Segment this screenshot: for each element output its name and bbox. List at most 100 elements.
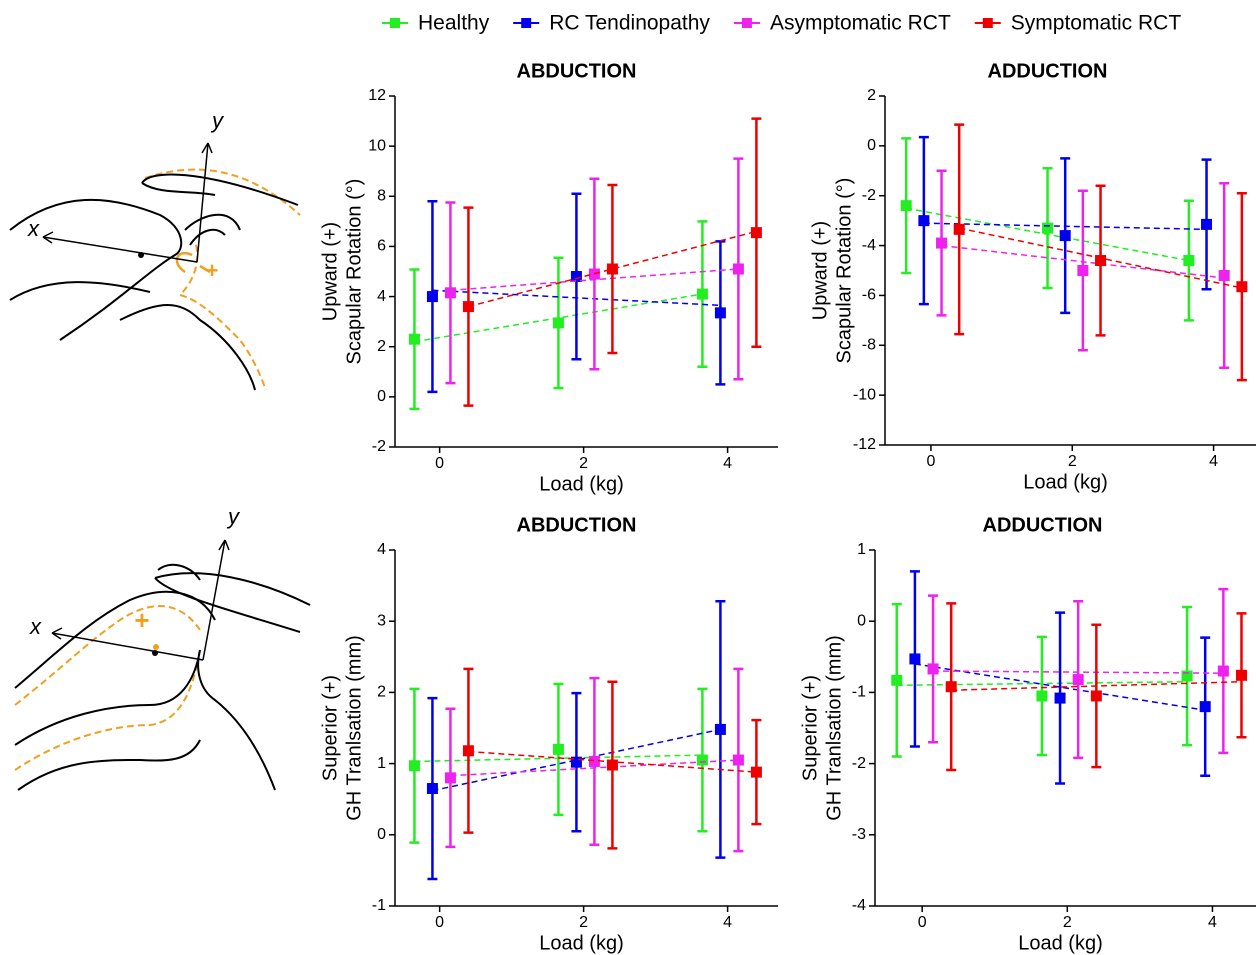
data-point [426, 783, 438, 795]
chart-title: ADDUCTION [988, 60, 1108, 82]
x-axis-label: Load (kg) [539, 932, 624, 954]
axis-letter: x [29, 614, 42, 639]
y-tick-label: 0 [377, 826, 386, 843]
trend-line [432, 728, 721, 792]
data-point [1235, 669, 1247, 681]
y-tick-label: -2 [852, 755, 866, 772]
svg-text:+: + [206, 258, 219, 283]
chart-title: ABDUCTION [517, 60, 637, 82]
data-point [1042, 222, 1054, 234]
diagram-bottom: + x y [14, 504, 311, 791]
data-point [444, 772, 456, 784]
data-point [918, 215, 930, 227]
data-point [444, 287, 456, 299]
data-point [1077, 265, 1089, 276]
x-tick-label: 2 [1063, 914, 1072, 931]
legend-swatch [521, 18, 532, 28]
y-axis-label: Superior (+) [799, 675, 821, 781]
legend-label: Asymptomatic RCT [770, 12, 951, 35]
y-tick-label: -12 [853, 436, 876, 453]
data-point [1095, 255, 1107, 267]
data-point [606, 759, 618, 771]
y-tick-label: -1 [372, 897, 386, 914]
y-tick-label: 0 [857, 612, 866, 629]
data-point [1059, 230, 1071, 242]
y-axis-label: Upward (+) [319, 222, 341, 321]
y-tick-label: 4 [377, 288, 386, 305]
y-axis-label: Scapular Rotation (°) [833, 178, 855, 364]
data-point [1218, 269, 1230, 281]
svg-text:+: + [134, 605, 149, 635]
x-tick-label: 2 [579, 914, 588, 931]
y-axis-label: Upward (+) [809, 221, 831, 320]
y-axis-label: GH Tranlsation (mm) [823, 635, 845, 821]
y-tick-label: 2 [377, 338, 386, 355]
chart-title: ADDUCTION [983, 514, 1103, 536]
y-tick-label: -4 [852, 897, 866, 914]
axis-letter: y [226, 504, 241, 529]
y-tick-label: 12 [368, 87, 386, 104]
data-point [936, 237, 948, 249]
x-tick-label: 4 [1209, 453, 1218, 470]
legend-label: RC Tendinopathy [549, 12, 710, 35]
y-tick-label: 3 [377, 612, 386, 629]
y-tick-label: 0 [377, 388, 386, 405]
data-point [714, 723, 726, 735]
data-point [891, 674, 903, 686]
data-point [750, 227, 762, 239]
x-axis-label: Load (kg) [1018, 932, 1103, 954]
data-point [1236, 281, 1248, 293]
data-point [1183, 255, 1195, 267]
data-point [953, 223, 965, 235]
data-point [1199, 701, 1211, 713]
legend-label: Symptomatic RCT [1011, 12, 1182, 35]
x-tick-label: 4 [723, 914, 732, 931]
data-point [732, 263, 744, 275]
axis-letter: x [27, 216, 40, 241]
y-tick-label: -3 [852, 826, 866, 843]
chart: -4 -3 -2 -1 0 1 0 2 4 ADDUCTION Load (kg) Superior … [799, 514, 1256, 954]
y-tick-label: 8 [377, 188, 386, 205]
data-point [696, 288, 708, 300]
data-point [426, 291, 438, 303]
data-point [552, 317, 564, 329]
x-tick-label: 0 [926, 453, 935, 470]
x-axis-label: Load (kg) [539, 473, 624, 495]
data-point [1181, 670, 1193, 682]
data-point [462, 745, 474, 757]
data-point [1201, 218, 1213, 230]
y-tick-label: -1 [852, 684, 866, 701]
y-tick-label: 0 [867, 137, 876, 154]
x-axis-label: Load (kg) [1023, 471, 1108, 493]
data-point [606, 263, 618, 275]
y-tick-label: -6 [862, 287, 876, 304]
trend-line [914, 663, 1206, 711]
y-tick-label: -10 [853, 386, 876, 403]
data-point [1072, 674, 1084, 686]
data-point [750, 766, 762, 778]
y-tick-label: 2 [867, 87, 876, 104]
data-point [927, 663, 939, 675]
y-axis-label: Superior (+) [319, 675, 341, 781]
y-axis-arrow [196, 142, 209, 263]
y-tick-label: -8 [862, 337, 876, 354]
data-point [909, 653, 921, 665]
data-point [1054, 692, 1066, 704]
data-point [900, 200, 912, 212]
data-point [714, 307, 726, 319]
x-tick-label: 2 [579, 455, 588, 472]
data-point [1090, 690, 1102, 702]
data-point [1217, 665, 1229, 677]
x-tick-label: 4 [723, 455, 732, 472]
data-point [1036, 690, 1048, 702]
data-point [945, 681, 957, 693]
data-point [588, 755, 600, 767]
data-point [408, 760, 420, 772]
y-tick-label: 1 [377, 755, 386, 772]
axis-letter: y [210, 108, 225, 133]
x-tick-label: 0 [918, 914, 927, 931]
y-tick-label: 2 [377, 684, 386, 701]
y-tick-label: -2 [862, 187, 876, 204]
x-tick-label: 0 [435, 455, 444, 472]
